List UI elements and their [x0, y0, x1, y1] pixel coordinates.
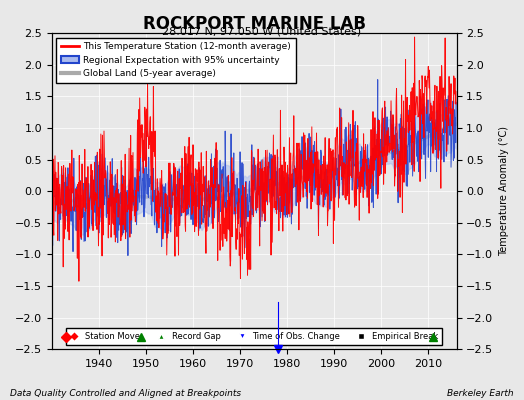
Legend: Station Move, Record Gap, Time of Obs. Change, Empirical Break: Station Move, Record Gap, Time of Obs. C… — [66, 328, 442, 345]
Title: ROCKPORT MARINE LAB: ROCKPORT MARINE LAB — [143, 15, 366, 33]
Text: Data Quality Controlled and Aligned at Breakpoints: Data Quality Controlled and Aligned at B… — [10, 389, 242, 398]
Text: 28.017 N, 97.050 W (United States): 28.017 N, 97.050 W (United States) — [162, 26, 362, 36]
Y-axis label: Temperature Anomaly (°C): Temperature Anomaly (°C) — [499, 126, 509, 256]
Text: Berkeley Earth: Berkeley Earth — [447, 389, 514, 398]
